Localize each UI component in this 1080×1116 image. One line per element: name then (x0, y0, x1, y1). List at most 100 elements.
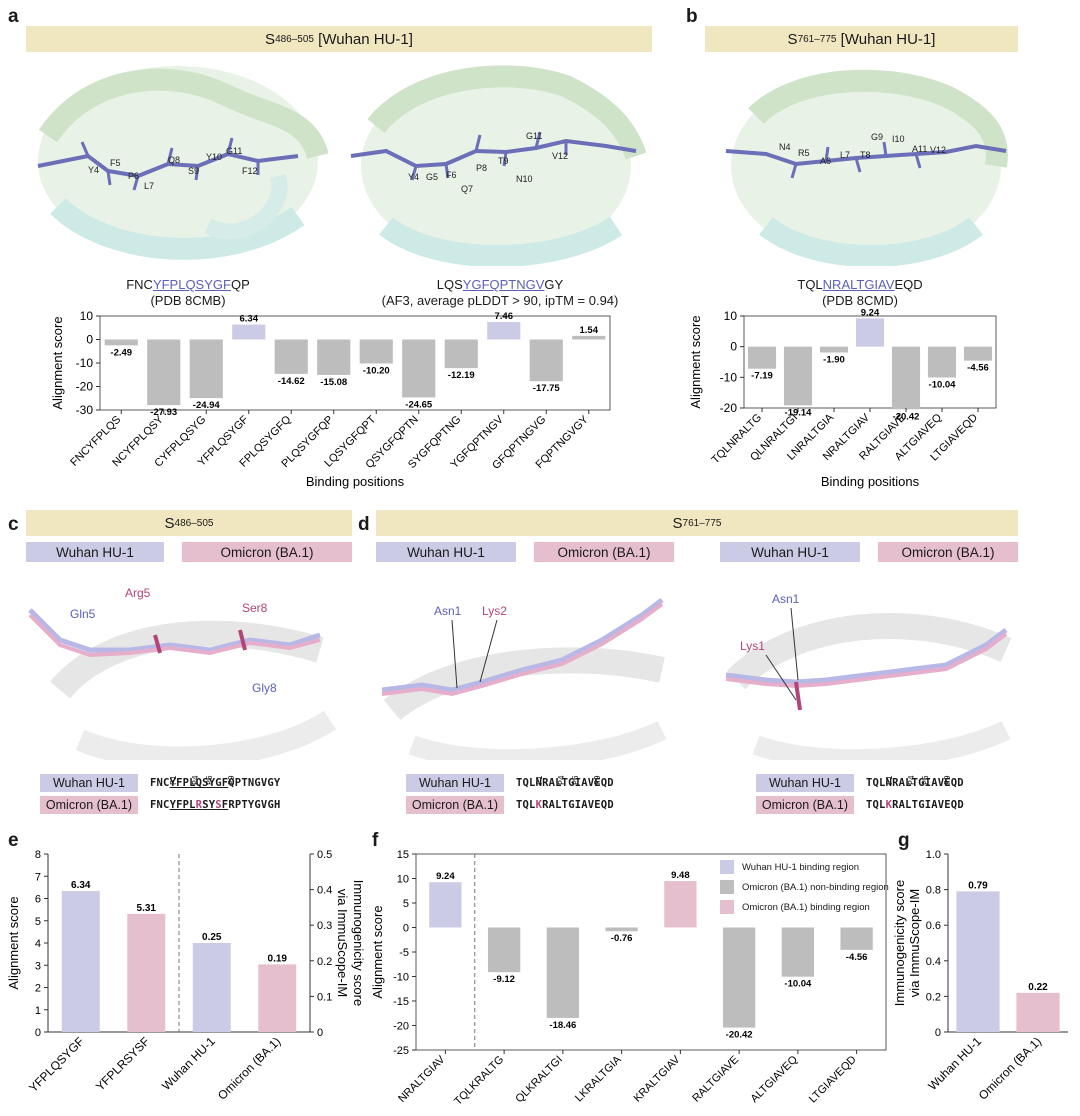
svg-text:V12: V12 (552, 151, 568, 161)
y-axis-label: Alignment score (6, 896, 21, 989)
tag-d-right-omicron: Omicron (BA.1) (878, 542, 1018, 562)
banner-c-sub: 486–505 (174, 517, 214, 529)
banner-c-main: S (164, 514, 175, 532)
caption-b-line2: (PDB 8CMD) (822, 293, 898, 308)
tag-c-wuhan: Wuhan HU-1 (26, 542, 164, 562)
svg-text:Lys2: Lys2 (482, 604, 507, 618)
c-seq-wuhan: FNCYFPLQSYGFQPTNGVGY (150, 777, 280, 789)
svg-text:L7: L7 (144, 181, 154, 191)
d-left-seq-o-pre: TQL (516, 799, 536, 811)
chart-e: 0 1 2 3 4 5 6 7 8 0 0.1 0.2 0.3 0.4 0.5 Alignment score… (6, 849, 366, 1103)
y-tick-label: 10 (80, 309, 94, 323)
c-seq-tag-omicron: Omicron (BA.1) (40, 796, 138, 814)
legend-f-label-0: Wuhan HU-1 binding region (742, 861, 860, 873)
data-label: -12.19 (448, 370, 475, 381)
data-label: -1.90 (823, 354, 845, 365)
bar (783, 346, 813, 406)
c-seq-o-core: YFPLRSYSF (169, 799, 229, 811)
y-tick-label: 6 (35, 894, 41, 906)
y2-axis-label-line2: via ImmuScope-IM (335, 889, 350, 997)
svg-text:Y10: Y10 (206, 152, 222, 162)
caption-b-core: NRALTGIAV (822, 277, 895, 292)
bar (317, 339, 351, 375)
y-tick-label: 1.0 (926, 849, 941, 861)
bar (927, 346, 957, 378)
bar (529, 339, 563, 382)
x-tick-label: ALTGIAVEQ (749, 1053, 801, 1105)
svg-text:I10: I10 (892, 134, 905, 144)
bar (429, 882, 462, 928)
c-seq-tag-wuhan: Wuhan HU-1 (40, 774, 138, 792)
y-tick-label: -25 (393, 1045, 409, 1057)
svg-text:Arg5: Arg5 (125, 586, 151, 600)
bar (487, 321, 521, 340)
bar (258, 964, 297, 1032)
svg-text:Asn1: Asn1 (772, 592, 800, 606)
tag-d-left-wuhan: Wuhan HU-1 (376, 542, 516, 562)
caption-b: TQLNRALTGIAVEQD (PDB 8CMD) (760, 277, 960, 309)
chart-g: 0 0.2 0.4 0.6 0.8 1.0 Immunogenicity score via … (892, 849, 1068, 1103)
c-seq-o-mut1: R (195, 799, 203, 811)
data-label: 0.79 (968, 880, 988, 891)
c-seq-o-mut2: S (215, 799, 222, 811)
d-right-seq-tag-omicron: Omicron (BA.1) (756, 796, 854, 814)
panel-label-a: a (8, 6, 19, 27)
svg-text:Q8: Q8 (168, 155, 180, 165)
y-axis-label-line1: Immunogenicity score (892, 880, 907, 1006)
x-tick-label: Wuhan HU-1 (159, 1034, 218, 1093)
data-label: 1.54 (580, 325, 599, 336)
tag-d-left-omicron: Omicron (BA.1) (534, 542, 674, 562)
d-right-seq-wuhan: TQLNRALTGIAVEQD (866, 777, 964, 789)
svg-text:F6: F6 (446, 170, 457, 180)
svg-text:A11: A11 (912, 144, 927, 154)
legend-swatch (720, 880, 734, 894)
caption-a1-pre: FNC (126, 277, 153, 292)
svg-text:T9: T9 (498, 156, 509, 166)
data-label: 7.46 (495, 311, 514, 322)
x-tick-label: Wuhan HU-1 (925, 1034, 984, 1093)
y-tick-label: 4 (35, 938, 41, 950)
y-tick-label: 1 (35, 1005, 41, 1017)
x-tick-label: KRALTGIAV (632, 1053, 683, 1104)
banner-a-sub: 486–505 (275, 33, 314, 45)
y-tick-label: 5 (35, 916, 41, 928)
bar (546, 927, 580, 1018)
structure-image-d-left: Asn1 Lys2 (381, 598, 667, 760)
structure-image-a2: Y4 G5 F6 Q7 P8 T9 N10 G11 V12 (350, 65, 646, 266)
banner-d-sub: 761–775 (682, 517, 722, 529)
c-seq-w-pre: FNC (150, 777, 170, 789)
panel-label-f: f (372, 830, 379, 851)
c-seq-w-core: YFPLQSYGF (169, 777, 229, 789)
svg-text:Y4: Y4 (88, 165, 99, 175)
data-label: 0.25 (202, 932, 222, 943)
y2-tick-label: 0.3 (317, 920, 332, 932)
data-label: -18.46 (549, 1020, 576, 1031)
svg-text:L7: L7 (840, 150, 850, 160)
chart-f: 15 10 5 0 -5 -10 -15 -20 -25 Alignment score 9.24 N… (370, 849, 887, 1108)
svg-text:T8: T8 (860, 150, 871, 160)
y-tick-label: 3 (35, 960, 41, 972)
caption-b-post: EQD (894, 277, 923, 292)
legend-f: Wuhan HU-1 binding region Omicron (BA.1)… (720, 860, 889, 920)
y-tick-label: 0 (935, 1027, 941, 1039)
y-tick-label: 5 (403, 898, 409, 910)
svg-text:Y4: Y4 (408, 172, 419, 182)
bar (722, 927, 756, 1028)
svg-text:F5: F5 (110, 158, 121, 168)
svg-text:G11: G11 (226, 146, 242, 156)
bar (61, 890, 100, 1032)
y-tick-label: 0.4 (926, 956, 941, 968)
data-label: -20.42 (893, 411, 920, 422)
panel-label-d: d (358, 514, 370, 535)
y-tick-label: 0.6 (926, 920, 941, 932)
data-label: -20.42 (726, 1030, 753, 1041)
c-seq-omicron: FNCYFPLRSYSFRPTYGVGH (150, 799, 281, 811)
data-label: -4.56 (967, 363, 989, 374)
x-axis-label: Binding positions (306, 474, 405, 489)
y-tick-label: -10 (76, 356, 94, 370)
panel-label-c: c (8, 514, 19, 535)
bar (444, 339, 478, 369)
svg-text:Asn1: Asn1 (434, 604, 462, 618)
data-label: -17.75 (533, 383, 561, 394)
